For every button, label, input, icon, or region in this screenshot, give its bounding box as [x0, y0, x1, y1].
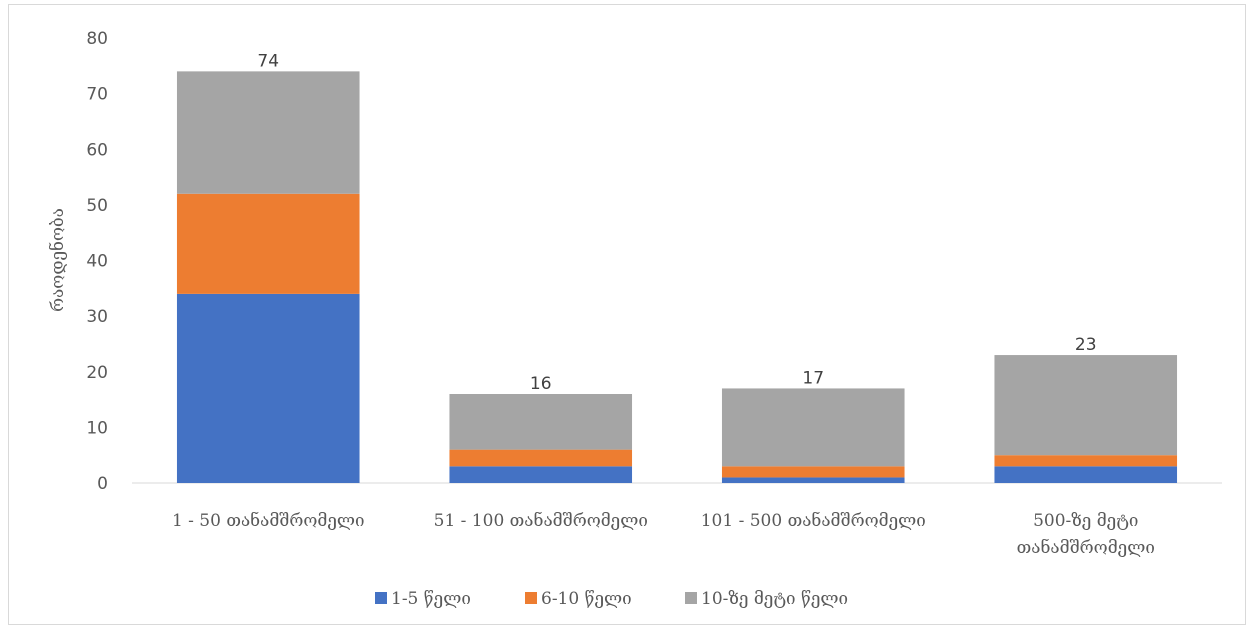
bar-segment [176, 193, 360, 294]
x-category-label: 1 - 50 თანამშრომელი [172, 511, 365, 531]
legend-swatch [685, 592, 697, 604]
y-tick-label: 60 [86, 140, 108, 160]
y-tick-label: 0 [97, 474, 108, 494]
legend-label: 1-5 წელი [391, 589, 471, 609]
y-tick-label: 80 [86, 29, 108, 49]
total-data-label: 74 [257, 51, 279, 71]
total-data-label: 23 [1075, 335, 1097, 355]
bar-segment [994, 466, 1178, 483]
bar-segment [994, 455, 1178, 467]
y-tick-label: 40 [86, 252, 108, 272]
y-tick-label: 10 [86, 418, 108, 438]
legend-label: 10-ზე მეტი წელი [701, 589, 848, 609]
y-tick-label: 20 [86, 363, 108, 383]
bar-segment [721, 466, 905, 478]
bar-segment [176, 293, 360, 483]
bar-segment [721, 477, 905, 483]
legend-label: 6-10 წელი [541, 589, 632, 609]
bar-segment [176, 71, 360, 194]
legend-swatch [525, 592, 537, 604]
y-tick-label: 70 [86, 85, 108, 105]
x-category-label: თანამშრომელი [1017, 538, 1155, 558]
bar-segment [449, 466, 633, 483]
bar-segment [449, 449, 633, 467]
bar-segment [721, 388, 905, 467]
total-data-label: 16 [530, 374, 552, 394]
x-category-label: 500-ზე მეტი [1033, 511, 1138, 531]
x-category-label: 101 - 500 თანამშრომელი [701, 511, 926, 531]
x-category-label: 51 - 100 თანამშრომელი [434, 511, 648, 531]
y-tick-label: 30 [86, 307, 108, 327]
y-tick-label: 50 [86, 196, 108, 216]
bar-segment [449, 394, 633, 450]
bar-segment [994, 355, 1178, 456]
y-axis-title: რაოდენობა [48, 208, 68, 312]
total-data-label: 17 [802, 368, 824, 388]
legend-swatch [375, 592, 387, 604]
